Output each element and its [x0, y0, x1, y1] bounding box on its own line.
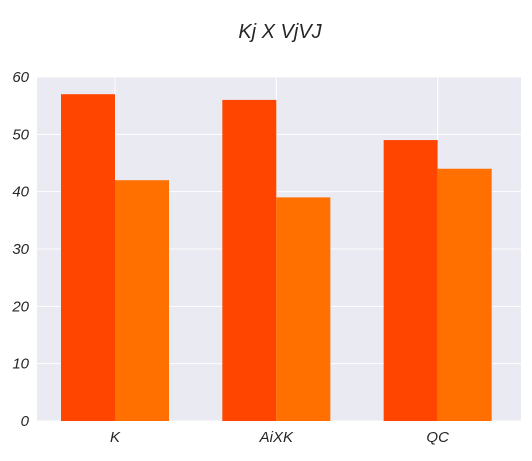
- y-tick-label: 20: [11, 298, 29, 315]
- y-tick-label: 30: [12, 241, 29, 258]
- x-tick-label: K: [110, 429, 121, 446]
- bars: [61, 94, 492, 422]
- x-axis-ticks: K AiXK QC: [110, 429, 449, 446]
- bar-k-series-1: [61, 94, 115, 421]
- y-tick-label: 40: [12, 184, 29, 201]
- y-tick-label: 0: [21, 413, 30, 430]
- chart-title: Kj X VjVJ: [238, 21, 322, 43]
- y-tick-label: 10: [12, 356, 29, 373]
- bar-k-series-2: [115, 180, 169, 421]
- x-tick-label: AiXK: [259, 429, 294, 446]
- y-tick-label: 60: [12, 69, 29, 86]
- bar-qc-series-2: [437, 168, 492, 421]
- y-axis-ticks: 0 10 20 30 40 50 60: [11, 69, 29, 430]
- bar-aixk-series-1: [222, 99, 277, 421]
- y-tick-label: 50: [12, 126, 29, 143]
- bar-aixk-series-2: [276, 197, 331, 421]
- bar-qc-series-1: [383, 140, 438, 422]
- x-tick-label: QC: [426, 429, 449, 446]
